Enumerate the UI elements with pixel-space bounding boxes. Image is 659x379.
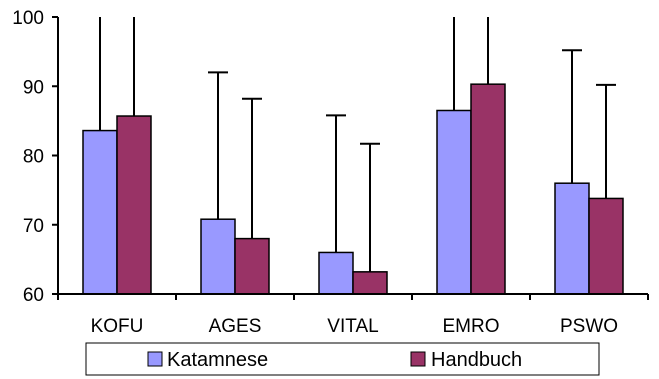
bar-katamnese-pswo	[554, 182, 590, 294]
legend-swatch-katamnese	[147, 351, 163, 367]
x-tick-label-emro: EMRO	[443, 316, 500, 337]
bar-handbuch-emro	[470, 83, 506, 294]
legend-box	[85, 342, 600, 376]
y-tick-label: 80	[23, 147, 44, 168]
bar-handbuch-ages	[234, 237, 270, 294]
x-tick-label-vital: VITAL	[327, 316, 378, 337]
y-axis-tick-labels: 60 70 80 90 100	[12, 8, 58, 306]
legend-item-handbuch: Handbuch	[410, 349, 522, 371]
legend-label-katamnese: Katamnese	[167, 349, 268, 371]
bar-handbuch-vital	[352, 271, 388, 294]
x-tick-label-pswo: PSWO	[560, 316, 618, 337]
bars-layer	[82, 17, 624, 294]
bar-katamnese-ages	[200, 218, 236, 294]
x-tick-label-ages: AGES	[209, 316, 262, 337]
bar-katamnese-emro	[436, 109, 472, 294]
legend: Katamnese Handbuch	[85, 342, 600, 376]
y-tick-label: 70	[23, 216, 44, 237]
legend-label-handbuch: Handbuch	[431, 349, 522, 371]
legend-swatch-handbuch	[410, 351, 426, 367]
x-axis-tick-labels: KOFU AGES VITAL EMRO PSWO	[57, 294, 649, 337]
y-tick-label: 90	[23, 77, 44, 98]
y-tick-label: 100	[12, 8, 44, 29]
x-tick-label-kofu: KOFU	[91, 316, 144, 337]
bar-handbuch-pswo	[588, 197, 624, 294]
y-tick-label: 60	[23, 285, 44, 306]
legend-item-katamnese: Katamnese	[147, 349, 268, 371]
bar-handbuch-kofu	[116, 115, 152, 294]
bar-katamnese-vital	[318, 251, 354, 294]
bar-katamnese-kofu	[82, 129, 118, 294]
